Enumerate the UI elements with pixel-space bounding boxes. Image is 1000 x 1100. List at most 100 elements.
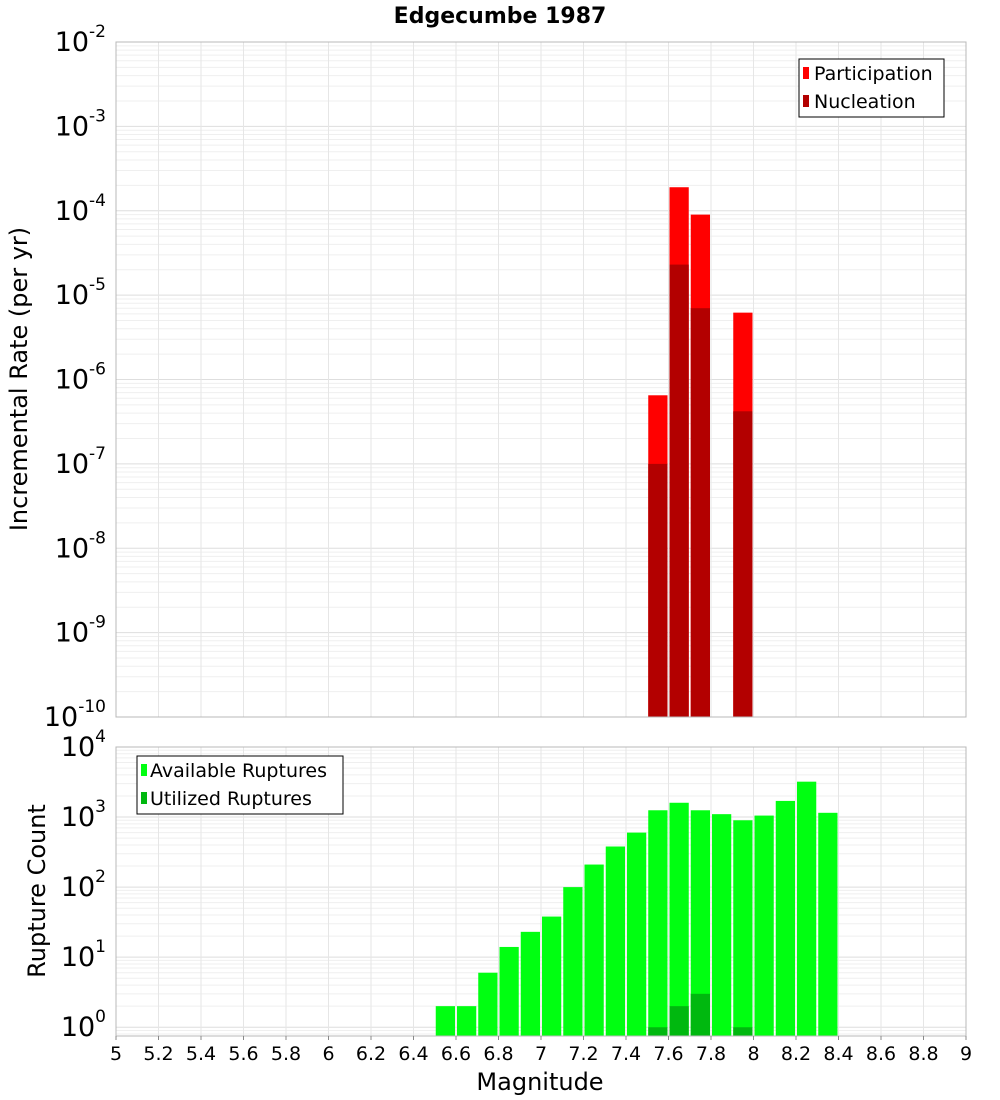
top-grid [115, 41, 967, 718]
top-plot-frame [115, 41, 967, 718]
bottom-y-tick-label: 104 [61, 727, 106, 763]
available-ruptures-bar [542, 916, 562, 1036]
x-tick-label: 7.4 [611, 1043, 641, 1065]
top-y-tick-exponent: -5 [89, 275, 106, 295]
available-ruptures-bar [648, 810, 668, 1036]
bottom-y-tick-label: 103 [61, 797, 106, 833]
bottom-legend: Available Ruptures Utilized Ruptures [136, 755, 344, 815]
top-y-tick-label: 10-2 [55, 22, 106, 58]
x-ticks: 5 5.2 5.4 5.6 5.8 6 6.2 6.4 6.6 6.8 7 7.2 7.4 7.6 7.8 8… [110, 1036, 972, 1065]
legend-swatch-participation [803, 67, 809, 79]
bottom-y-tick-label: 100 [61, 1007, 106, 1043]
x-tick-label: 7 [535, 1043, 547, 1065]
available-ruptures-bar [563, 887, 583, 1036]
available-ruptures-bar [669, 802, 689, 1036]
bottom-y-tick-exponent: 4 [95, 727, 106, 747]
available-ruptures-bar [775, 800, 795, 1036]
x-tick-label: 8.8 [908, 1043, 938, 1065]
nucleation-bar [669, 264, 689, 717]
x-tick-label: 6.2 [356, 1043, 386, 1065]
available-ruptures-bar [627, 832, 647, 1036]
bottom-y-tick-exponent: 3 [95, 797, 106, 817]
nucleation-bar [690, 308, 710, 717]
top-y-tick-label: 10-9 [55, 613, 106, 649]
available-ruptures-bar [478, 972, 498, 1036]
bottom-legend-box [136, 755, 344, 815]
legend-swatch-nucleation [803, 95, 809, 107]
available-ruptures-bar [733, 820, 753, 1036]
x-tick-label: 8 [747, 1043, 759, 1065]
bottom-y-tick-exponent: 1 [95, 937, 106, 957]
nucleation-bar [733, 411, 753, 717]
legend-label-available: Available Ruptures [150, 760, 327, 782]
top-y-tick-exponent: -8 [89, 528, 106, 548]
top-y-tick-label: 10-5 [55, 275, 106, 311]
x-tick-label: 5.8 [271, 1043, 301, 1065]
available-ruptures-bar [457, 1006, 477, 1036]
top-y-tick-exponent: -6 [89, 360, 106, 380]
available-ruptures-bar [690, 810, 710, 1036]
available-ruptures-bar [520, 931, 540, 1036]
x-tick-label: 6.6 [441, 1043, 471, 1065]
top-legend-box [798, 58, 945, 118]
x-tick-label: 8.6 [866, 1043, 896, 1065]
top-y-tick-label: 10-4 [55, 191, 106, 227]
x-tick-label: 5.2 [143, 1043, 173, 1065]
available-ruptures-bar [584, 864, 604, 1036]
top-y-tick-label: 10-7 [55, 444, 106, 480]
chart-title: Edgecumbe 1987 [394, 4, 607, 29]
bottom-y-tick-exponent: 0 [95, 1007, 106, 1027]
available-ruptures-bar [499, 946, 519, 1036]
top-y-tick-exponent: -10 [78, 697, 106, 717]
top-bars [648, 187, 753, 718]
bottom-y-tick-label: 101 [61, 937, 106, 973]
x-tick-label: 6.4 [398, 1043, 428, 1065]
legend-label-utilized: Utilized Ruptures [150, 788, 312, 810]
bottom-y-tick-label: 102 [61, 867, 106, 903]
x-tick-label: 9 [960, 1043, 972, 1065]
bottom-y-tick-exponent: 2 [95, 867, 106, 887]
top-y-tick-label: 10-3 [55, 106, 106, 142]
x-tick-label: 8.2 [781, 1043, 811, 1065]
top-y-axis-label: Incremental Rate (per yr) [5, 227, 33, 531]
available-ruptures-bar [818, 812, 838, 1036]
top-y-tick-exponent: -4 [89, 191, 106, 211]
legend-label-nucleation: Nucleation [814, 91, 916, 113]
top-y-tick-label: 10-8 [55, 528, 106, 564]
available-ruptures-bar [605, 846, 625, 1036]
bottom-y-axis-label: Rupture Count [23, 804, 51, 978]
x-tick-label: 7.6 [653, 1043, 683, 1065]
utilized-ruptures-bar [733, 1027, 753, 1036]
x-tick-label: 5 [110, 1043, 122, 1065]
top-y-tick-exponent: -2 [89, 22, 106, 42]
x-tick-label: 5.4 [186, 1043, 216, 1065]
x-tick-label: 5.6 [228, 1043, 258, 1065]
x-tick-label: 6.8 [483, 1043, 513, 1065]
utilized-ruptures-bar [669, 1006, 689, 1036]
x-tick-label: 7.8 [696, 1043, 726, 1065]
utilized-ruptures-bar [690, 993, 710, 1036]
x-axis-label: Magnitude [476, 1068, 603, 1096]
x-tick-label: 7.2 [568, 1043, 598, 1065]
legend-swatch-available [141, 764, 147, 776]
available-ruptures-bar [712, 814, 732, 1036]
legend-swatch-utilized [141, 792, 147, 804]
available-ruptures-bar [435, 1006, 455, 1036]
available-ruptures-bar [797, 781, 817, 1036]
legend-label-participation: Participation [814, 63, 933, 85]
available-ruptures-bar [754, 815, 774, 1036]
utilized-ruptures-bar [648, 1027, 668, 1036]
x-tick-label: 6 [322, 1043, 334, 1065]
top-y-tick-exponent: -7 [89, 444, 106, 464]
nucleation-bar [648, 463, 668, 717]
bottom-bars [435, 781, 838, 1036]
x-tick-label: 8.4 [823, 1043, 853, 1065]
top-y-tick-exponent: -3 [89, 106, 106, 126]
top-y-tick-exponent: -9 [89, 613, 106, 633]
top-legend: Participation Nucleation [798, 58, 945, 118]
